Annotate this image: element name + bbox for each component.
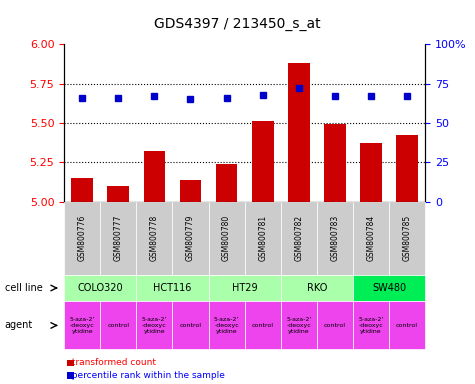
Text: GSM800783: GSM800783 [331, 215, 339, 261]
Bar [216, 164, 238, 202]
Text: 5-aza-2'
-deoxyc
ytidine: 5-aza-2' -deoxyc ytidine [142, 317, 167, 334]
Text: 5-aza-2'
-deoxyc
ytidine: 5-aza-2' -deoxyc ytidine [358, 317, 384, 334]
Bar [324, 124, 346, 202]
Bar [396, 136, 418, 202]
Text: agent: agent [5, 320, 33, 331]
Text: control: control [107, 323, 129, 328]
Text: GSM800780: GSM800780 [222, 215, 231, 261]
Text: GSM800784: GSM800784 [367, 215, 375, 261]
Text: SW480: SW480 [372, 283, 406, 293]
Bar [360, 143, 382, 202]
Text: 5-aza-2'
-deoxyc
ytidine: 5-aza-2' -deoxyc ytidine [214, 317, 239, 334]
Text: control: control [324, 323, 346, 328]
Text: percentile rank within the sample: percentile rank within the sample [66, 371, 225, 380]
Bar [143, 151, 165, 202]
Text: control: control [180, 323, 201, 328]
Text: cell line: cell line [5, 283, 42, 293]
Text: HT29: HT29 [232, 283, 257, 293]
Text: transformed count: transformed count [66, 358, 156, 367]
Bar [71, 178, 93, 202]
Bar [252, 121, 274, 202]
Text: GSM800785: GSM800785 [403, 215, 411, 261]
Bar [107, 186, 129, 202]
Text: RKO: RKO [307, 283, 327, 293]
Text: GSM800782: GSM800782 [294, 215, 303, 261]
Bar [288, 63, 310, 202]
Text: control: control [396, 323, 418, 328]
Text: GSM800779: GSM800779 [186, 215, 195, 261]
Text: GSM800778: GSM800778 [150, 215, 159, 261]
Text: GSM800777: GSM800777 [114, 215, 123, 261]
Text: GSM800781: GSM800781 [258, 215, 267, 261]
Text: COLO320: COLO320 [77, 283, 123, 293]
Text: GSM800776: GSM800776 [78, 215, 86, 261]
Text: HCT116: HCT116 [153, 283, 191, 293]
Text: GDS4397 / 213450_s_at: GDS4397 / 213450_s_at [154, 17, 321, 31]
Text: 5-aza-2'
-deoxyc
ytidine: 5-aza-2' -deoxyc ytidine [69, 317, 95, 334]
Text: 5-aza-2'
-deoxyc
ytidine: 5-aza-2' -deoxyc ytidine [286, 317, 312, 334]
Text: control: control [252, 323, 274, 328]
Bar [180, 180, 201, 202]
